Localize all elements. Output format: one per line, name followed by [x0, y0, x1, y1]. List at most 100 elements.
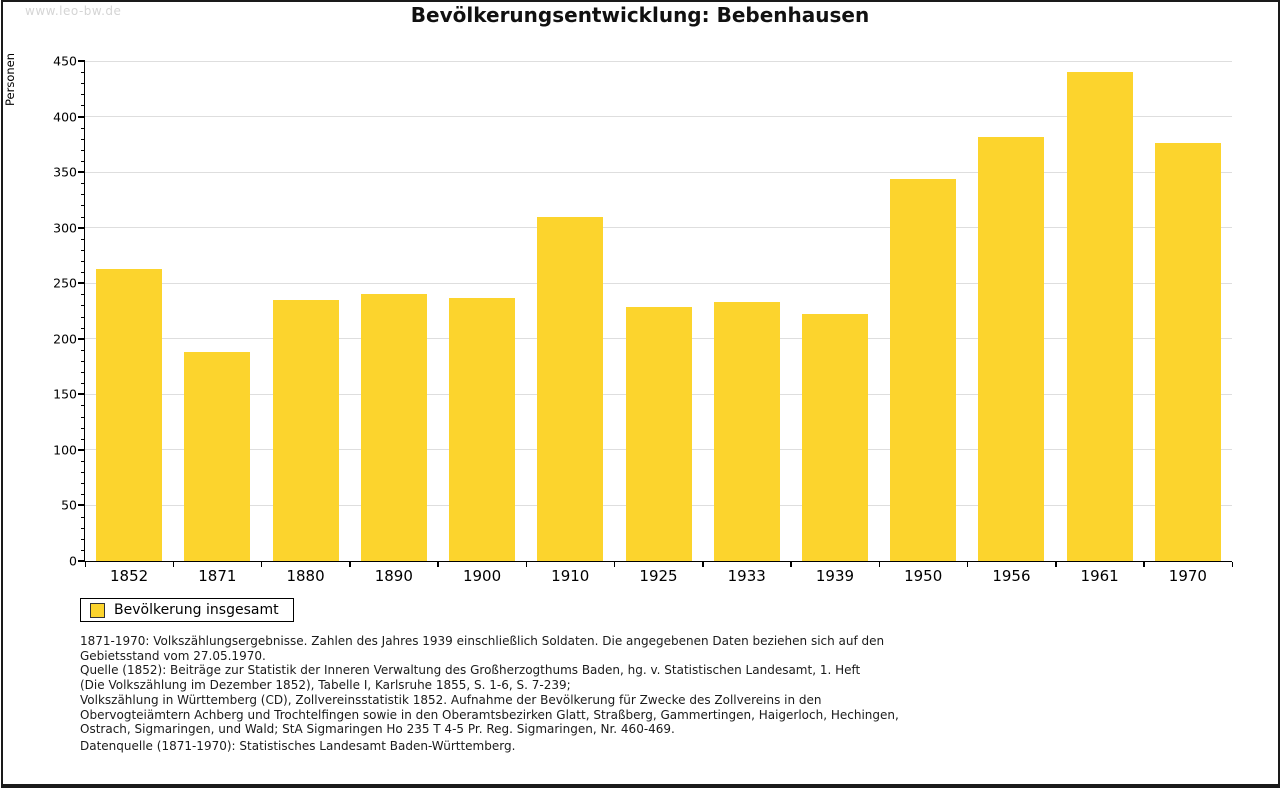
bar-1970 [1154, 143, 1221, 561]
x-tick [702, 562, 704, 567]
y-minor-tick [81, 549, 85, 551]
x-tick [1143, 562, 1145, 567]
y-minor-tick [81, 305, 85, 307]
x-tick [349, 562, 351, 567]
y-minor-tick [81, 294, 85, 296]
y-axis-label: Personen [3, 52, 17, 106]
chart-title: Bevölkerungsentwicklung: Bebenhausen [410, 3, 870, 27]
footnote-line: Gebietsstand vom 27.05.1970. [80, 648, 266, 663]
x-tick-label: 1956 [992, 567, 1031, 585]
x-tick [1231, 562, 1233, 567]
y-major-tick [78, 337, 85, 340]
x-tick [1055, 562, 1057, 567]
y-minor-tick [81, 183, 85, 185]
x-tick [790, 562, 792, 567]
x-tick-label: 1925 [639, 567, 678, 585]
footnotes: 1871-1970: Volkszählungsergebnisse. Zahl… [80, 634, 899, 737]
y-tick-label: 0 [69, 553, 77, 569]
y-minor-tick [81, 238, 85, 240]
bar-1880 [272, 299, 339, 561]
x-tick [84, 562, 86, 567]
y-minor-tick [81, 205, 85, 207]
y-minor-tick [81, 149, 85, 151]
y-tick-label: 150 [53, 386, 77, 402]
x-tick-label: 1871 [198, 567, 237, 585]
y-major-tick [78, 448, 85, 451]
x-tick [525, 562, 528, 567]
y-minor-tick [81, 83, 85, 85]
x-tick [613, 562, 616, 567]
legend: Bevölkerung insgesamt [80, 598, 294, 622]
y-minor-tick [81, 161, 85, 162]
gridline [85, 171, 1232, 173]
gridline [85, 282, 1232, 284]
legend-swatch [90, 602, 105, 618]
x-tick-label: 1933 [727, 567, 766, 585]
y-minor-tick [81, 216, 85, 218]
x-tick [172, 562, 175, 567]
bar-1939 [801, 314, 868, 561]
y-minor-tick [81, 483, 85, 485]
y-minor-tick [81, 472, 85, 474]
y-tick-label: 300 [53, 220, 77, 236]
y-minor-tick [81, 261, 85, 262]
y-major-tick [78, 171, 85, 174]
y-tick-label: 400 [53, 109, 77, 125]
y-major-tick [78, 282, 85, 285]
y-tick-label: 250 [53, 275, 77, 291]
x-tick [878, 562, 881, 567]
x-tick [966, 562, 969, 567]
bar-1871 [184, 352, 251, 561]
y-minor-tick [81, 349, 85, 351]
bar-1933 [713, 302, 780, 561]
y-minor-tick [81, 194, 85, 196]
y-minor-tick [81, 538, 85, 540]
y-minor-tick [81, 316, 85, 318]
datasource-note: Datenquelle (1871-1970): Statistisches L… [80, 739, 516, 753]
bar-1961 [1066, 72, 1133, 561]
y-tick-label: 100 [53, 442, 77, 458]
bar-1925 [625, 306, 692, 561]
y-tick-label: 200 [53, 331, 77, 347]
y-major-tick [78, 393, 85, 396]
y-minor-tick [81, 327, 85, 329]
y-tick-label: 450 [53, 53, 77, 69]
x-tick-label: 1961 [1080, 567, 1119, 585]
x-tick-label: 1939 [815, 567, 855, 585]
footnote-line: 1871-1970: Volkszählungsergebnisse. Zahl… [80, 634, 885, 648]
y-minor-tick [81, 272, 85, 274]
footnote-line: Obervogteiämtern Achberg und Trochtelfin… [80, 707, 899, 722]
y-minor-tick [81, 416, 85, 418]
y-minor-tick [81, 105, 85, 107]
bar-1956 [978, 136, 1045, 561]
y-minor-tick [81, 372, 85, 374]
x-tick-label: 1970 [1168, 567, 1207, 585]
x-tick-label: 1880 [286, 567, 325, 585]
plot-area: 0 50 100 150 200 250 300 350 400 450 1852 1871 1880 1… [53, 54, 1233, 585]
gridline [85, 227, 1232, 229]
y-major-tick [78, 115, 85, 118]
gridline [85, 116, 1232, 118]
y-major-tick [78, 60, 85, 62]
footnote-line: Quelle (1852): Beiträge zur Statistik de… [80, 663, 861, 678]
footnote-line: (Die Volkszählung im Dezember 1852), Tab… [80, 678, 571, 693]
bar-1852 [96, 268, 163, 561]
y-minor-tick [81, 72, 85, 74]
y-minor-tick [81, 461, 85, 462]
y-major-tick [78, 560, 85, 562]
y-minor-tick [81, 427, 85, 429]
y-minor-tick [81, 438, 85, 440]
watermark: www.leo-bw.de [25, 4, 122, 18]
bar-1900 [449, 297, 516, 561]
gridline [85, 60, 1232, 62]
y-minor-tick [81, 138, 85, 140]
y-minor-tick [81, 249, 85, 251]
footnote-line: Ostrach, Sigmaringen, und Wald; StA Sigm… [80, 722, 675, 737]
bar-1950 [890, 178, 957, 561]
y-minor-tick [81, 383, 85, 385]
y-minor-tick [81, 405, 85, 407]
x-tick [260, 562, 263, 567]
x-tick-label: 1900 [462, 567, 502, 585]
y-tick-label: 50 [61, 497, 77, 513]
